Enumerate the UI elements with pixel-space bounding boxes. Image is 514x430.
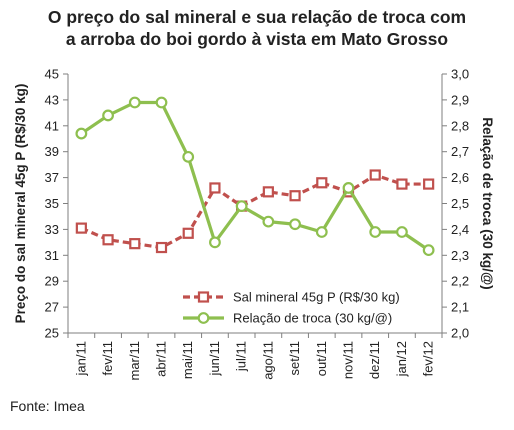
series-1-point xyxy=(369,169,381,181)
x-tick-label: ago/11 xyxy=(260,341,275,380)
x-tick-label: out/11 xyxy=(314,341,329,376)
left-tick-label: 41 xyxy=(45,118,59,133)
chart-title-line-1: O preço do sal mineral e sua relação de … xyxy=(47,7,467,27)
left-tick-label: 39 xyxy=(45,144,59,159)
right-tick-label: 2,9 xyxy=(451,92,469,107)
left-tick-label: 33 xyxy=(45,222,59,237)
x-tick-label: fev/11 xyxy=(100,341,115,375)
legend: Sal mineral 45g P (R$/30 kg) Relação de t… xyxy=(183,290,400,326)
right-tick-label: 2,4 xyxy=(451,222,469,237)
left-tick-label: 29 xyxy=(45,274,59,289)
series-2-point xyxy=(102,109,114,122)
right-tick-label: 2,1 xyxy=(451,300,469,315)
right-tick-label: 3,0 xyxy=(451,67,469,82)
left-tick-label: 45 xyxy=(45,67,59,82)
series-2-point xyxy=(75,127,88,140)
chart-title-line-2: a arroba do boi gordo à vista em Mato Gr… xyxy=(65,29,449,49)
right-tick-label: 2,7 xyxy=(451,144,469,159)
x-tick-label: mar/11 xyxy=(127,341,142,381)
left-tick-label: 35 xyxy=(45,196,59,211)
x-tick-label: mai/11 xyxy=(180,341,195,379)
right-tick-label: 2,8 xyxy=(451,118,469,133)
series-1-point xyxy=(75,222,87,234)
legend-marker xyxy=(197,312,210,324)
series-2-point xyxy=(128,96,141,109)
series-2-point xyxy=(155,96,168,109)
left-tick-label: 31 xyxy=(45,248,59,263)
right-tick-label: 2,0 xyxy=(451,326,469,341)
series-2-point xyxy=(315,226,328,238)
right-tick-label: 2,5 xyxy=(451,196,469,211)
series-2-point xyxy=(422,244,435,257)
series-2 xyxy=(75,96,435,257)
x-tick-label: nov/11 xyxy=(341,341,356,379)
series-1-point xyxy=(289,190,301,202)
x-tick-label: jun/11 xyxy=(207,341,222,376)
series-1-point xyxy=(423,178,435,190)
source-note: Fonte: Imea xyxy=(10,398,85,414)
x-tick-label: jan/12 xyxy=(394,341,409,377)
left-tick-label: 25 xyxy=(45,326,59,341)
series-1-point xyxy=(129,238,141,250)
series-2-point xyxy=(262,215,275,228)
x-tick-label: jul/11 xyxy=(234,341,249,372)
series-2-point xyxy=(396,226,408,238)
series-2-point xyxy=(289,218,301,231)
series-2-point xyxy=(235,200,248,212)
series-1 xyxy=(75,169,435,254)
chart-title: O preço do sal mineral e sua relação de … xyxy=(0,6,514,50)
left-axis-title: Preço do sal mineral 45g P (R$/30 kg) xyxy=(13,84,28,324)
x-tick-label: abr/11 xyxy=(154,341,169,377)
right-tick-label: 2,3 xyxy=(451,248,469,263)
right-axis-title: Relação de troca (30 kg/@) xyxy=(480,117,495,289)
series-2-point xyxy=(369,226,382,238)
left-tick-label: 37 xyxy=(45,170,59,185)
series-1-point xyxy=(262,186,274,198)
series-2-point xyxy=(342,182,355,194)
x-tick-label: jan/11 xyxy=(73,341,88,376)
legend-label: Relação de troca (30 kg/@) xyxy=(233,311,392,326)
x-tick-label: fev/12 xyxy=(421,341,436,376)
x-tick-label: dez/11 xyxy=(367,341,382,379)
series-1-point xyxy=(396,178,408,190)
series-1-point xyxy=(209,182,221,194)
series-2-point xyxy=(182,150,195,163)
legend-label: Sal mineral 45g P (R$/30 kg) xyxy=(233,290,400,305)
series-layer xyxy=(75,96,435,257)
series-1-point xyxy=(316,177,328,189)
series-1-point xyxy=(102,234,114,246)
x-tick-label: set/11 xyxy=(287,341,302,375)
legend-marker xyxy=(197,291,210,303)
series-2-point xyxy=(209,236,221,249)
right-tick-label: 2,2 xyxy=(451,274,469,289)
series-1-point xyxy=(155,241,168,254)
axes: 25 27 29 31 33 35 37 39 41 43 45 2,0 2,1 2,2 2,3 2,4 2,5… xyxy=(13,67,495,381)
series-1-point xyxy=(182,227,194,239)
left-tick-label: 43 xyxy=(45,92,59,107)
left-tick-label: 27 xyxy=(45,300,59,315)
right-tick-label: 2,6 xyxy=(451,170,469,185)
